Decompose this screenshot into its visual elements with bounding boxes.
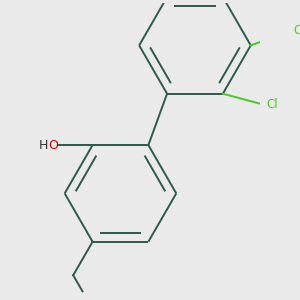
Text: Cl: Cl: [293, 24, 300, 37]
Text: Cl: Cl: [266, 98, 278, 111]
Text: H: H: [38, 139, 48, 152]
Text: O: O: [49, 139, 58, 152]
